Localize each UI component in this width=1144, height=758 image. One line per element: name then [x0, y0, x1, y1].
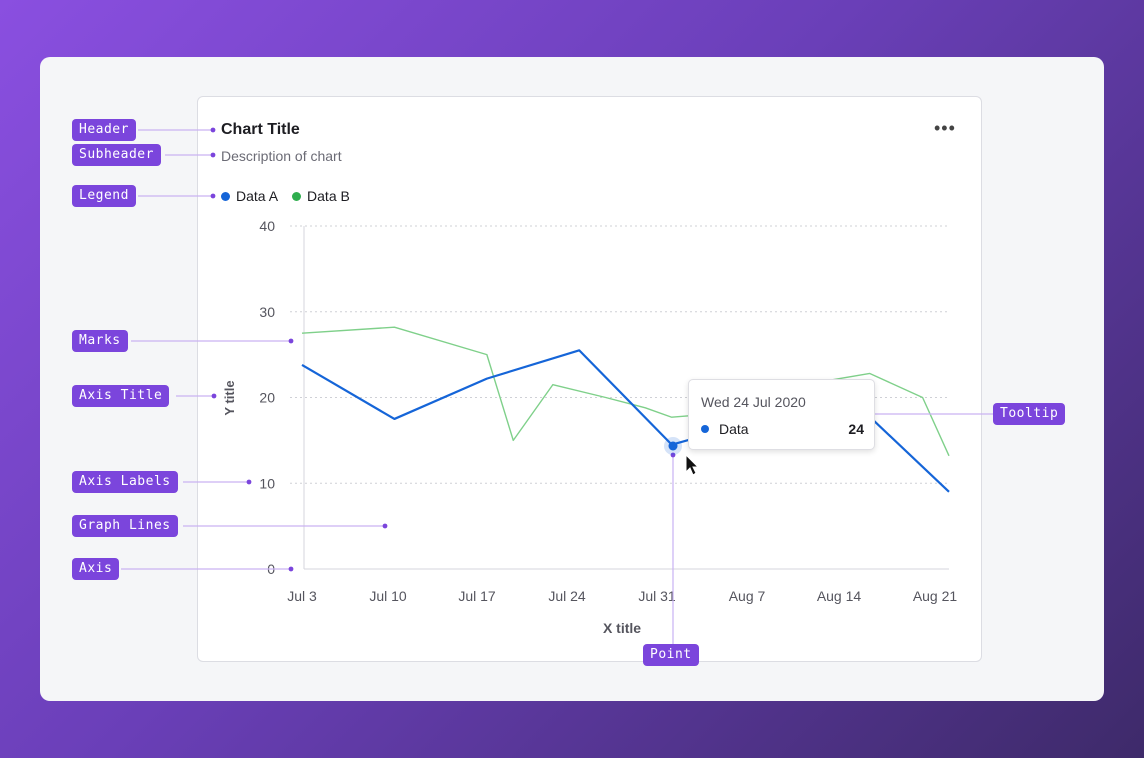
x-tick-label: Jul 17 — [458, 588, 496, 604]
annotation-anchor-dot — [288, 566, 294, 572]
annotation-anchor-dot — [210, 193, 216, 199]
series-line-data-b — [301, 326, 950, 457]
annotation-anchor-dot — [382, 523, 388, 529]
annotation-anchor-dot — [210, 127, 216, 133]
annotation-point: Point — [643, 644, 699, 666]
annotation-header: Header — [72, 119, 136, 141]
x-axis-title: X title — [603, 620, 641, 636]
y-axis-title: Y title — [222, 380, 237, 415]
y-tick-label: 10 — [259, 475, 275, 491]
annotation-legend: Legend — [72, 185, 136, 207]
annotation-anchor-dot — [670, 452, 676, 458]
legend-swatch-data-a — [221, 191, 230, 201]
chart-legend: Data A Data B — [221, 188, 350, 204]
tooltip-swatch — [701, 425, 709, 433]
legend-item-data-a[interactable]: Data A — [221, 188, 278, 204]
annotation-axis-labels: Axis Labels — [72, 471, 178, 493]
annotation-anchor-dot — [211, 393, 217, 399]
tooltip-row: Data 24 — [701, 421, 864, 437]
annotation-anchor-dot — [246, 479, 252, 485]
x-tick-label: Aug 7 — [729, 588, 766, 604]
y-tick-label: 30 — [259, 304, 275, 320]
chart-tooltip: Wed 24 Jul 2020 Data 24 — [688, 379, 875, 450]
x-tick-label: Jul 24 — [548, 588, 586, 604]
chart-title: Chart Title — [221, 121, 300, 138]
more-horizontal-icon[interactable]: ••• — [934, 118, 956, 138]
annotation-axis: Axis — [72, 558, 120, 580]
annotation-axis-title: Axis Title — [72, 385, 170, 407]
legend-swatch-data-b — [292, 191, 302, 201]
x-tick-label: Jul 10 — [369, 588, 407, 604]
hover-point[interactable] — [668, 441, 678, 451]
chart-subtitle: Description of chart — [221, 148, 342, 164]
y-tick-label: 40 — [259, 218, 275, 234]
cursor-pointer-icon — [685, 453, 700, 476]
x-tick-label: Aug 21 — [913, 588, 958, 604]
annotation-connectors — [121, 127, 993, 644]
x-tick-label: Jul 31 — [638, 588, 676, 604]
legend-label-data-b: Data B — [307, 188, 350, 204]
annotation-anchor-dot — [288, 338, 294, 344]
tooltip-date: Wed 24 Jul 2020 — [701, 394, 806, 410]
legend-label-data-a: Data A — [236, 188, 279, 204]
annotation-tooltip: Tooltip — [993, 403, 1066, 425]
annotation-graph-lines: Graph Lines — [72, 515, 178, 537]
annotation-marks: Marks — [72, 330, 128, 352]
x-tick-label: Jul 3 — [287, 588, 317, 604]
x-tick-label: Aug 14 — [817, 588, 862, 604]
annotation-subheader: Subheader — [72, 144, 161, 166]
legend-item-data-b[interactable]: Data B — [292, 188, 350, 204]
y-tick-label: 20 — [259, 390, 275, 406]
annotation-anchor-dot — [210, 152, 216, 158]
x-tick-labels: Jul 3 Jul 10 Jul 17 Jul 24 Jul 31 Aug 7 Aug 14… — [287, 588, 957, 604]
tooltip-value: 24 — [848, 421, 864, 437]
tooltip-series-label: Data — [719, 421, 749, 437]
